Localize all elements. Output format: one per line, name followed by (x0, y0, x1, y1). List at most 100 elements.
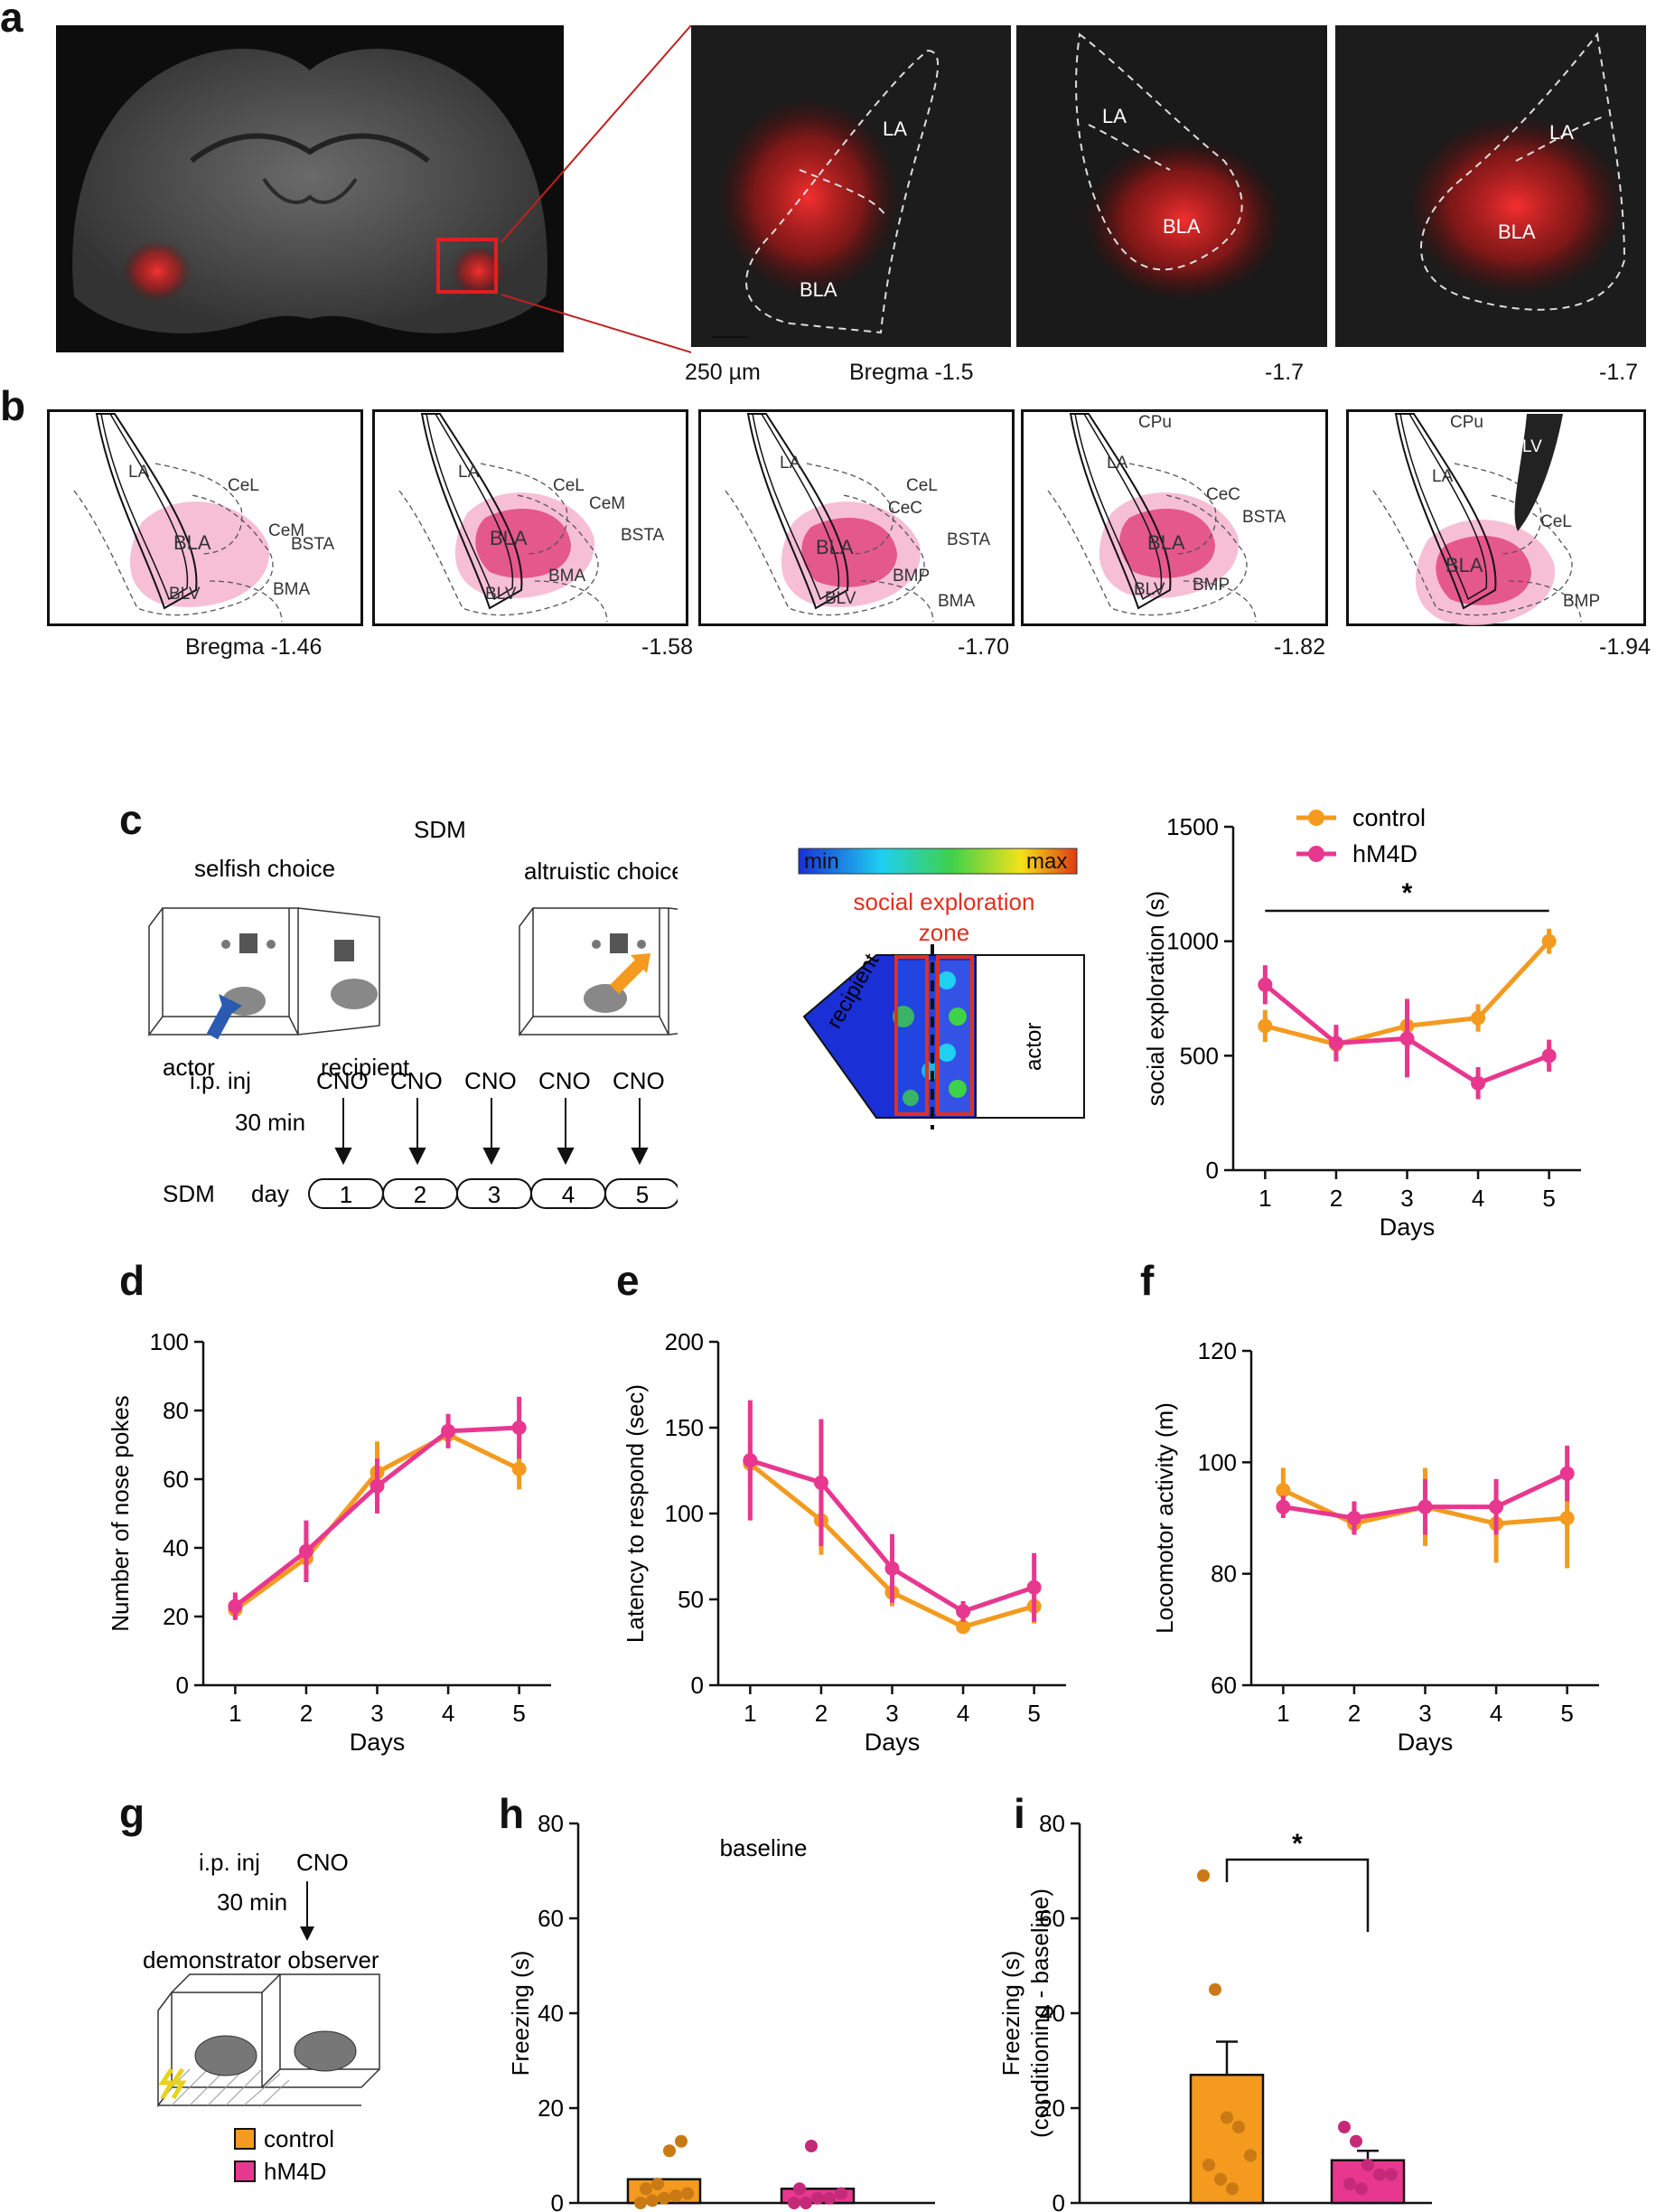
y-axis-label: Latency to respond (sec) (623, 1384, 649, 1643)
legend-label-control: control (1352, 804, 1426, 831)
y-axis-label: Locomotor activity (m) (1151, 1402, 1178, 1634)
x-tick-label: 3 (1400, 1185, 1413, 1212)
data-point-hm4d (1355, 2182, 1368, 2196)
point-hm4d (1026, 1579, 1042, 1595)
label-LA-2: LA (1102, 105, 1127, 127)
x-tick-label: 5 (1542, 1185, 1555, 1212)
data-point-hm4d (1373, 2168, 1386, 2181)
point-hm4d (743, 1453, 758, 1468)
panel-letter-c: c (119, 796, 143, 843)
atlas-label-bmp: BMP (893, 567, 930, 586)
x-tick-label: 3 (370, 1700, 383, 1727)
g-ip-inj: i.p. inj (199, 1849, 260, 1876)
scale-bar (712, 336, 748, 338)
x-tick-label: 2 (1348, 1700, 1361, 1727)
panel-letter-e: e (616, 1257, 640, 1304)
bregma-a-1: Bregma -1.5 (849, 360, 974, 385)
y-axis-label: Number of nose pokes (108, 1395, 134, 1632)
amygdala-zoom-image-3: LA BLA (1335, 25, 1646, 347)
point-hm4d (1276, 1499, 1291, 1514)
atlas-label-bma: BMA (938, 592, 976, 611)
point-hm4d (1258, 977, 1273, 992)
cno-4: CNO (538, 1067, 591, 1094)
atlas-label-bla: BLA (173, 531, 211, 554)
point-control (1471, 1010, 1486, 1026)
y-tick-label: 60 (1039, 1905, 1065, 1932)
data-point-hm4d (811, 2191, 824, 2205)
x-tick-label: 2 (815, 1700, 828, 1727)
observational-fear-schematic: i.p. inj CNO 30 min demonstrator observe… (143, 1849, 380, 2185)
x-tick-label: 4 (442, 1700, 454, 1727)
bregma-b-5: -1.94 (1599, 634, 1651, 660)
x-tick-label: 1 (1258, 1185, 1271, 1212)
chart-h-freezing-baseline: 0 20 40 60 80 Freezing (s) baseline (507, 1810, 935, 2212)
data-point-hm4d (1361, 2159, 1374, 2171)
atlas-label-la: LA (458, 463, 480, 482)
actor-label: actor (163, 1054, 215, 1081)
chart-c-social-exploration: 0 500 1000 1500 1 2 3 4 5 Days social exploration … (1142, 804, 1581, 1241)
data-point-control (1214, 2172, 1227, 2186)
data-point-control (640, 2182, 652, 2196)
zone-label-2: zone (919, 919, 969, 946)
atlas-label-la: LA (128, 463, 150, 482)
y-tick-label: 100 (665, 1500, 704, 1527)
legend-hm4d-swatch (234, 2160, 256, 2182)
y-tick-label: 0 (1206, 1157, 1219, 1184)
amygdala-zoom-image-1: LA BLA (691, 25, 1011, 347)
data-point-control (1221, 2111, 1233, 2124)
x-tick-label: 3 (885, 1700, 898, 1727)
cno-5: CNO (613, 1067, 665, 1094)
x-tick-label: 3 (1418, 1700, 1431, 1727)
y-axis-label: social exploration (s) (1142, 891, 1169, 1106)
atlas-label-bsta: BSTA (621, 526, 665, 545)
atlas-label-cel: CeL (1540, 512, 1572, 531)
chart-f-locomotor: 60 80 100 120 1 2 3 4 5 Days Locomotor activity (m… (1151, 1337, 1599, 1756)
cno-1: CNO (316, 1067, 369, 1094)
atlas-label-bma: BMA (548, 567, 586, 586)
heatmap-min: min (804, 849, 839, 874)
data-point-hm4d (835, 2187, 847, 2200)
coronal-section-image (56, 25, 564, 352)
point-hm4d (1399, 1031, 1415, 1046)
chart-e-latency: 0 50 100 150 200 1 2 3 4 5 Days Latency to respond … (623, 1328, 1066, 1756)
point-hm4d (370, 1478, 385, 1494)
data-point-control (651, 2178, 664, 2190)
atlas-label-blv: BLV (1134, 580, 1165, 599)
bregma-a-3: -1.7 (1599, 360, 1639, 385)
x-tick-label: 1 (744, 1700, 756, 1727)
chart-title: baseline (720, 1834, 808, 1861)
significance-star: * (1292, 1829, 1303, 1859)
data-point-control (1202, 2159, 1215, 2171)
y-tick-label: 20 (163, 1603, 189, 1630)
bregma-b-3: -1.70 (958, 634, 1009, 660)
atlas-label-cel: CeL (553, 476, 585, 495)
atlas-label-la: LA (1107, 454, 1128, 473)
x-axis-label: Days (350, 1729, 406, 1756)
cno-2: CNO (390, 1067, 443, 1094)
point-hm4d (1346, 1511, 1361, 1525)
y-tick-label: 40 (538, 2000, 564, 2027)
atlas-label-bla: BLA (1147, 531, 1185, 554)
y-tick-label: 40 (1039, 2000, 1065, 2027)
y-tick-label: 40 (163, 1534, 189, 1561)
point-hm4d (511, 1420, 527, 1435)
timeline-day-1: 1 (340, 1181, 352, 1208)
data-point-hm4d (1350, 2134, 1362, 2148)
label-LA-3: LA (1549, 121, 1574, 144)
data-point-control (675, 2134, 688, 2148)
y-tick-label: 120 (1198, 1337, 1237, 1364)
panel-letter-i: i (1014, 1790, 1025, 1837)
x-axis-label: Days (1380, 1214, 1436, 1241)
atlas-label-cpu: CPu (1450, 413, 1483, 432)
label-BLA-1: BLA (800, 278, 837, 301)
sdm-title: SDM (414, 816, 466, 843)
y-tick-label: 1500 (1166, 813, 1219, 840)
atlas-label-bla: BLA (816, 536, 854, 558)
x-tick-label: 5 (1560, 1700, 1573, 1727)
point-hm4d (884, 1561, 900, 1576)
bregma-b-2: -1.58 (641, 634, 693, 660)
sdm-timeline-label: SDM (163, 1180, 215, 1207)
bar-control (1189, 2074, 1265, 2205)
